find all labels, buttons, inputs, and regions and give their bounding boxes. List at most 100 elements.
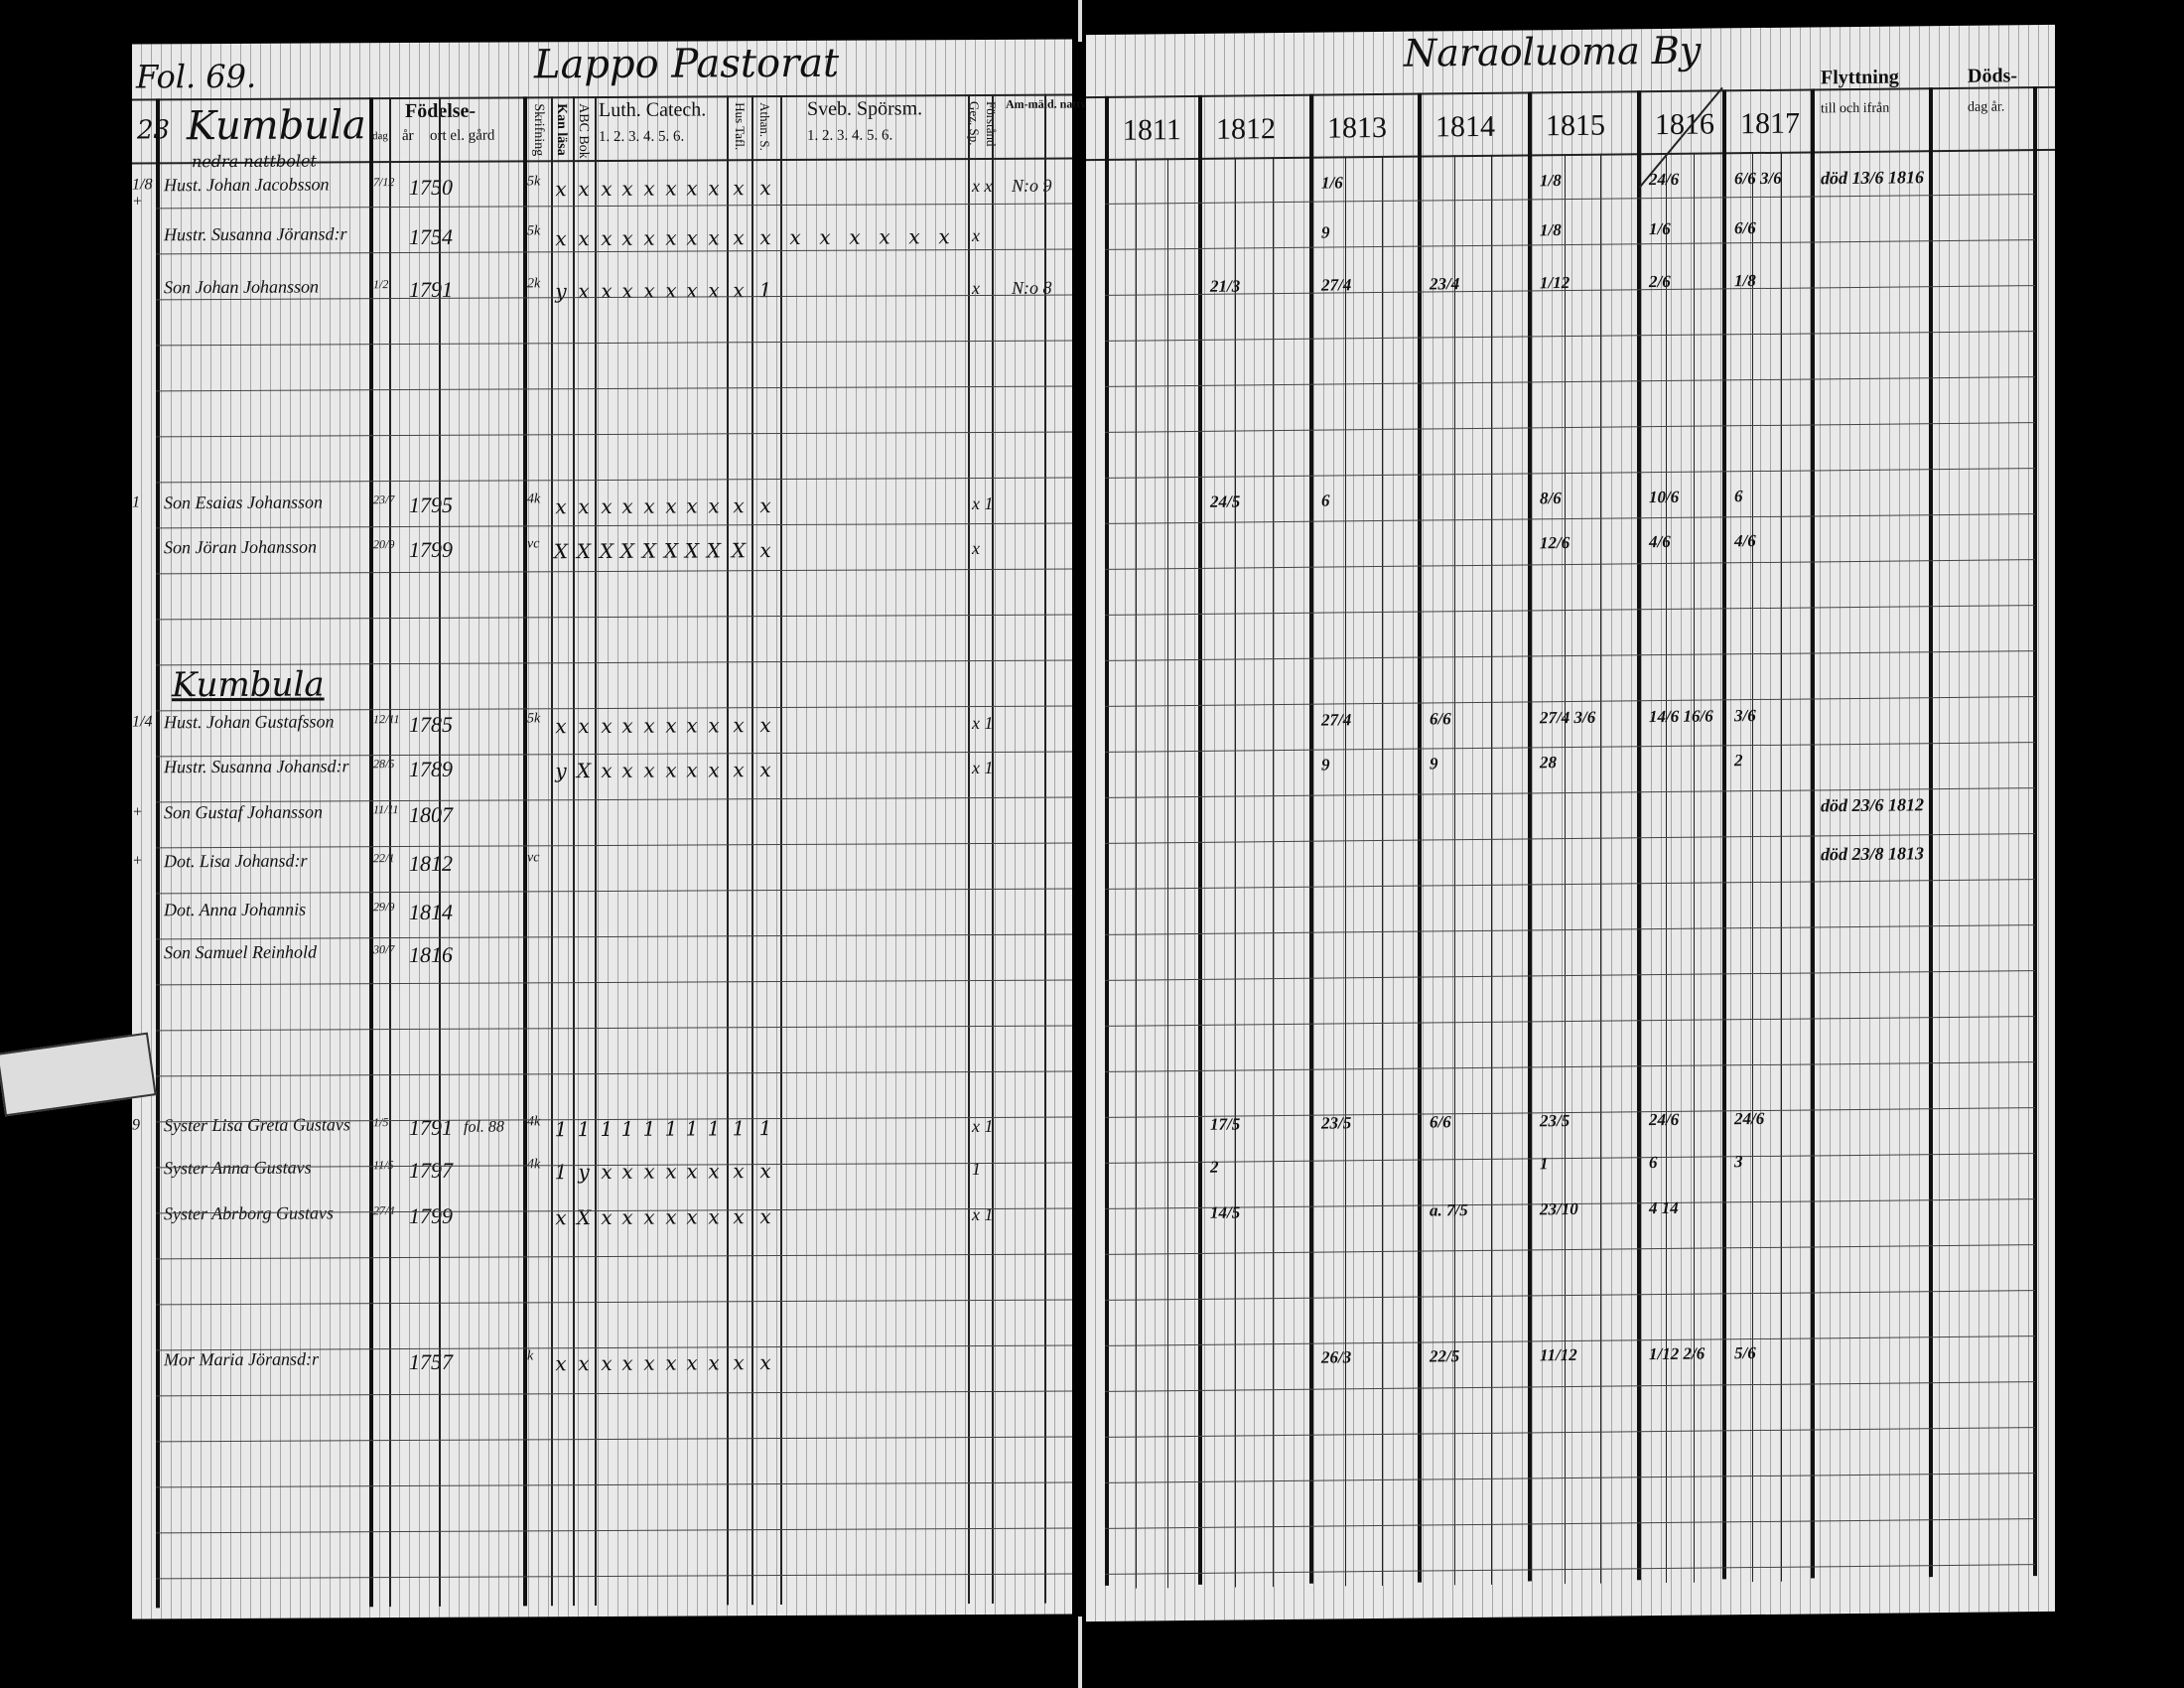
header-ar: år: [402, 127, 414, 145]
row-rule: [156, 1436, 1072, 1443]
catechism-mark: x: [665, 278, 677, 303]
catechism-mark: x: [555, 226, 567, 251]
forstand-mark: x 1: [972, 757, 994, 778]
register-entry: 5/6: [1734, 1343, 1756, 1363]
column-divider: [551, 96, 553, 1607]
skrifning-mark: 5k: [527, 174, 541, 190]
catechism-mark: x: [621, 758, 633, 782]
header-dag: dag: [372, 130, 388, 143]
header-top-rule: [1086, 85, 2055, 99]
birth-year: 1757: [409, 1348, 453, 1375]
catechism-mark: X: [641, 538, 657, 563]
register-entry: 4 14: [1649, 1197, 1679, 1218]
sub-column-divider: [1751, 152, 1753, 1583]
birth-day: 29/9: [373, 900, 395, 914]
catechism-mark: x: [643, 1350, 655, 1375]
sub-column-divider: [1381, 155, 1383, 1586]
village-title: Naraoluoma By: [1404, 28, 1702, 75]
sub-column-divider: [1665, 152, 1667, 1583]
year-column-divider: [1722, 89, 1726, 1580]
catechism-mark: 1: [642, 1116, 656, 1141]
catechism-mark: X: [599, 538, 614, 564]
register-entry: 9: [1321, 222, 1330, 242]
register-entry: 6/6: [1430, 709, 1451, 729]
register-entry: 1/8: [1540, 220, 1562, 240]
row-rule: [156, 705, 1072, 712]
birth-year: 1791: [409, 1114, 453, 1141]
sub-column-divider: [1272, 157, 1274, 1588]
register-entry: 6/6 3/6: [1734, 168, 1782, 189]
person-name: Hustr. Susanna Johansd:r: [164, 756, 349, 777]
column-divider: [751, 95, 753, 1606]
catechism-mark: x: [759, 538, 771, 563]
catechism-mark: x: [708, 493, 720, 518]
catechism-mark: x: [665, 225, 677, 250]
row-rule: [156, 888, 1072, 895]
catechism-mark: x: [708, 713, 720, 738]
row-rule: [156, 1527, 1072, 1534]
register-entry: 1/8: [1734, 271, 1756, 291]
section-heading-kumbula: Kumbula: [187, 102, 366, 150]
register-entry: 24/5: [1210, 492, 1241, 511]
year-column-divider: [1309, 93, 1313, 1584]
register-entry: 21/3: [1210, 276, 1241, 296]
row-rule: [156, 614, 1072, 621]
person-name: Son Samuel Reinhold: [164, 941, 317, 963]
catechism-mark: X: [731, 538, 747, 563]
column-divider: [595, 96, 597, 1607]
forstand-mark: x 1: [972, 712, 994, 734]
person-name: Son Gustaf Johansson: [164, 801, 324, 823]
register-entry: 10/6: [1649, 487, 1680, 507]
register-entry: 22/5: [1430, 1346, 1460, 1366]
catechism-mark: X: [553, 539, 569, 564]
birth-year: 1816: [409, 941, 453, 968]
sub-column-divider: [1345, 156, 1347, 1587]
catechism-mark: x: [665, 713, 677, 738]
catechism-mark: 1: [758, 1116, 772, 1141]
catechism-mark: x: [643, 225, 655, 250]
row-rule: [156, 1070, 1072, 1077]
catechism-mark: x: [578, 714, 590, 739]
column-divider-major: [369, 97, 373, 1608]
section-heading-kumbula-2: Kumbula: [172, 664, 325, 706]
catechism-mark: x: [643, 278, 655, 303]
catechism-mark: 1: [732, 1116, 746, 1141]
row-rule: [1105, 1381, 2035, 1392]
catechism-mark: x: [759, 176, 771, 201]
register-entry: 23/5: [1540, 1111, 1570, 1131]
catechism-mark: x: [665, 176, 677, 201]
catechism-mark: x: [601, 1350, 613, 1376]
forstand-mark: x 1: [972, 492, 994, 514]
row-rule: [156, 522, 1072, 529]
catechism-mark: x: [708, 225, 720, 250]
catechism-mark: 1: [664, 1116, 678, 1141]
skrifning-mark: 4k: [527, 492, 541, 507]
row-rule: [1105, 331, 2035, 342]
row-rule: [156, 1481, 1072, 1488]
catechism-mark: x: [789, 224, 801, 250]
column-divider: [727, 95, 729, 1606]
catechism-mark: x: [686, 758, 698, 782]
register-entry: 28: [1540, 753, 1557, 773]
register-entry: 27/4: [1321, 275, 1352, 295]
header-flyttning-sub: till och ifrån: [1821, 100, 1890, 117]
row-rule: [156, 1344, 1072, 1351]
register-entry: 23/4: [1430, 274, 1460, 294]
row-rule: [156, 979, 1072, 986]
skrifning-mark: vc: [527, 536, 540, 552]
catechism-mark: x: [686, 1350, 698, 1375]
birth-day: 7/12: [373, 175, 395, 190]
register-entry: 6/6: [1430, 1112, 1451, 1132]
catechism-mark: x: [643, 176, 655, 201]
year-header-1814: 1814: [1435, 109, 1495, 144]
catechism-mark: x: [733, 493, 745, 518]
catechism-mark: x: [578, 177, 590, 202]
catechism-mark: 1: [554, 1117, 568, 1142]
birth-day: 22/1: [373, 851, 395, 866]
row-rule: [1105, 1473, 2035, 1483]
person-name: Son Jöran Johansson: [164, 536, 317, 558]
column-divider-major: [523, 96, 527, 1607]
catechism-mark: x: [601, 758, 613, 783]
catechism-mark: x: [733, 713, 745, 738]
row-rule: [1105, 194, 2035, 205]
